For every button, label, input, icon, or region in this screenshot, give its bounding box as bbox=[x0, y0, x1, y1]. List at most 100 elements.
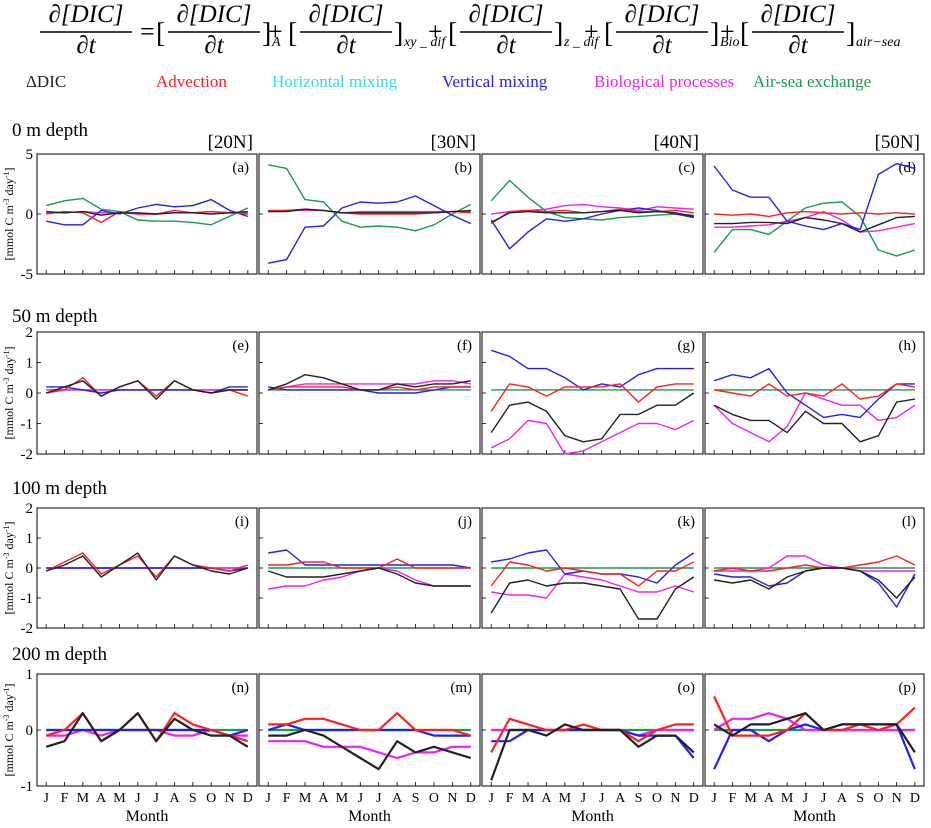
x-tick-label: J bbox=[821, 791, 827, 806]
series-line-vertical-mixing bbox=[46, 198, 249, 226]
panel-grid: 0 m depth[mmol C m-3 day-1]50-5(a)[20N](… bbox=[2, 120, 925, 825]
y-tick-label: -1 bbox=[21, 779, 34, 795]
series-line-vertical-mixing bbox=[491, 728, 695, 759]
y-tick-label: -1 bbox=[21, 591, 34, 607]
legend: ΔDIC Advection Horizontal mixing Vertical m… bbox=[26, 72, 871, 91]
series-line-advection bbox=[46, 377, 249, 397]
plus-sign: + bbox=[268, 17, 283, 46]
series-line-dic bbox=[45, 380, 248, 400]
series-line-dic bbox=[490, 576, 695, 620]
term-5-numerator: ∂[DIC] bbox=[761, 1, 836, 28]
x-axis-label: Month bbox=[126, 808, 169, 825]
x-tick-label: S bbox=[412, 791, 420, 806]
series-line-advection bbox=[714, 210, 915, 218]
series-line-advection bbox=[490, 561, 695, 587]
x-tick-label: A bbox=[318, 791, 329, 806]
term-1-denominator: ∂t bbox=[204, 32, 224, 59]
series-line-biological-processes bbox=[491, 573, 695, 599]
x-tick-label: N bbox=[224, 791, 234, 806]
x-tick-label: A bbox=[615, 791, 626, 806]
legend-item-5: Air-sea exchange bbox=[753, 72, 871, 91]
panel-c: (c) [40N] bbox=[481, 132, 704, 275]
panel-k: (k) bbox=[481, 507, 704, 629]
x-tick-label: N bbox=[447, 791, 457, 806]
plus-sign: + bbox=[428, 17, 443, 46]
bracket-open: [ bbox=[740, 18, 749, 49]
equals-sign: = bbox=[140, 17, 155, 46]
x-tick-label: O bbox=[873, 791, 883, 806]
panel-label: (d) bbox=[899, 160, 917, 176]
bracket-open: [ bbox=[448, 18, 457, 49]
series-line-dic bbox=[713, 567, 916, 599]
term-4-denominator: ∂t bbox=[652, 32, 672, 59]
panel-d: (d) [50N] bbox=[704, 132, 925, 275]
row-title: 200 m depth bbox=[12, 644, 107, 665]
y-axis-label: [mmol C m-3 day-1] bbox=[2, 346, 17, 439]
x-tick-label: J bbox=[803, 791, 809, 806]
x-tick-label: J bbox=[265, 791, 271, 806]
y-tick-label: -1 bbox=[21, 417, 34, 433]
series-line-biological-processes bbox=[268, 380, 471, 391]
latitude-label: [20N] bbox=[208, 132, 253, 153]
series-line-biological-processes bbox=[490, 419, 695, 455]
x-tick-label: J bbox=[581, 791, 587, 806]
y-tick-label: 1 bbox=[26, 531, 34, 547]
lhs-numerator: ∂[DIC] bbox=[49, 1, 124, 28]
x-tick-label: A bbox=[392, 791, 403, 806]
series-line-vertical-mixing bbox=[713, 567, 916, 608]
x-tick-label: M bbox=[744, 791, 757, 806]
x-tick-label: M bbox=[559, 791, 572, 806]
x-tick-label: J bbox=[43, 791, 49, 806]
series-line-air-sea-exchange bbox=[490, 179, 694, 221]
term-subscript: air−sea bbox=[856, 35, 900, 50]
term-subscript: A bbox=[271, 35, 281, 50]
x-tick-label: S bbox=[635, 791, 643, 806]
legend-item-4: Biological processes bbox=[594, 72, 734, 91]
panel-label: (g) bbox=[678, 338, 696, 354]
budget-equation: ∂[DIC]∂t = [∂[DIC]∂t] A+ [∂[DIC]∂t] xy _ dif+… bbox=[40, 1, 900, 59]
series-line-dic bbox=[713, 712, 916, 754]
x-tick-label: N bbox=[892, 791, 902, 806]
term-subscript: Bio bbox=[720, 35, 739, 50]
x-tick-label: J bbox=[153, 791, 159, 806]
term-2-numerator: ∂[DIC] bbox=[309, 1, 384, 28]
chart-row-1: 50 m depth [mmol C m-3 day-1] 2 1 0 -1 -2 (e) (f… bbox=[2, 306, 925, 463]
x-tick-label: J bbox=[376, 791, 382, 806]
term-4-numerator: ∂[DIC] bbox=[625, 1, 700, 28]
series-line-advection bbox=[268, 558, 471, 569]
panel-label: (j) bbox=[458, 514, 472, 530]
row-title: 50 m depth bbox=[12, 306, 98, 327]
x-tick-label: A bbox=[96, 791, 107, 806]
panel-frame bbox=[481, 331, 704, 455]
y-tick-label: 1 bbox=[26, 356, 34, 372]
series-line-advection bbox=[45, 552, 249, 578]
latitude-label: [50N] bbox=[875, 132, 920, 153]
x-tick-label: J bbox=[135, 791, 141, 806]
y-tick-label: -5 bbox=[21, 267, 34, 283]
x-tick-label: J bbox=[358, 791, 364, 806]
panel-label: (l) bbox=[902, 514, 916, 530]
series-line-biological-processes bbox=[268, 209, 471, 214]
lhs-denominator: ∂t bbox=[76, 32, 96, 59]
bracket-close: ] bbox=[554, 18, 563, 49]
x-tick-label: J bbox=[711, 791, 717, 806]
series-line-vertical-mixing bbox=[713, 367, 915, 419]
legend-item-3: Vertical mixing bbox=[442, 72, 548, 91]
panel-label: (k) bbox=[678, 514, 696, 530]
series-line-air-sea-exchange bbox=[713, 201, 916, 257]
series-line-dic bbox=[268, 208, 471, 214]
term-3-numerator: ∂[DIC] bbox=[469, 1, 544, 28]
series-line-vertical-mixing bbox=[490, 349, 694, 391]
series-line-vertical-mixing bbox=[268, 195, 472, 264]
y-tick-label: 2 bbox=[26, 325, 34, 341]
bracket-close: ] bbox=[262, 18, 271, 49]
x-tick-label: M bbox=[336, 791, 349, 806]
x-tick-label: O bbox=[429, 791, 439, 806]
y-tick-label: 5 bbox=[26, 147, 34, 163]
series-line-air-sea-exchange bbox=[46, 197, 249, 226]
panel-b: (b) [30N] bbox=[258, 132, 481, 275]
x-tick-label: D bbox=[243, 791, 253, 806]
term-5-denominator: ∂t bbox=[788, 32, 808, 59]
y-tick-label: 2 bbox=[26, 501, 34, 517]
